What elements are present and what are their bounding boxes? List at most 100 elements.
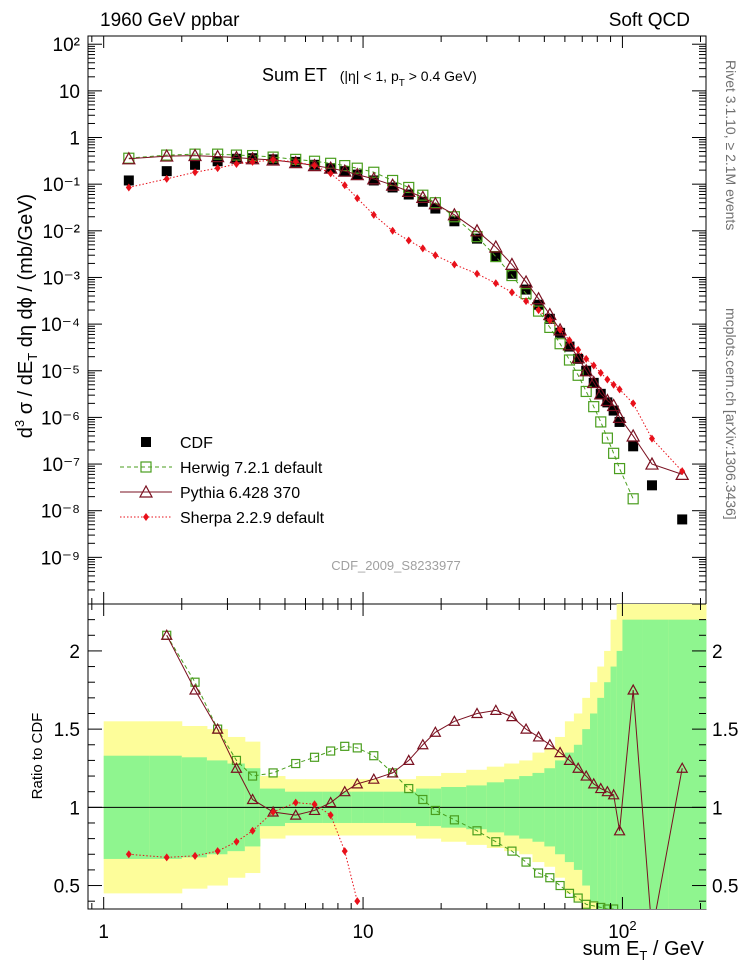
data-point	[403, 189, 414, 200]
data-point	[613, 462, 626, 475]
data-point	[628, 441, 639, 452]
ratio-point	[580, 769, 593, 781]
data-point	[616, 385, 623, 394]
analysis-id: CDF_2009_S8233977	[331, 558, 460, 573]
ratio-point	[292, 798, 299, 807]
ratio-point	[489, 704, 502, 715]
header-right: Soft QCD	[609, 10, 690, 31]
ratio-series	[125, 629, 689, 936]
data-point	[553, 322, 568, 336]
main-panel	[121, 148, 690, 525]
ratio-point	[472, 826, 482, 836]
data-point	[508, 288, 515, 297]
data-point	[417, 196, 428, 207]
data-point	[366, 171, 381, 185]
y-tick-label: 10⁻³	[43, 268, 81, 289]
ratio-point	[594, 782, 607, 794]
data-point	[506, 269, 518, 282]
data-point	[546, 316, 553, 325]
ratio-point	[386, 766, 399, 778]
ratio-point	[429, 726, 442, 737]
ratio-y-tick-label-right: 1	[712, 798, 723, 819]
data-point	[415, 190, 430, 204]
y-tick-label: 10⁻¹	[43, 175, 81, 196]
ratio-point	[340, 741, 350, 751]
ratio-point	[309, 752, 320, 762]
ratio-point	[402, 754, 415, 766]
data-point	[554, 338, 566, 350]
legend-marker	[140, 461, 152, 473]
data-point	[354, 194, 361, 203]
ratio-point	[246, 793, 259, 805]
data-point	[190, 159, 201, 170]
data-point	[531, 291, 546, 305]
legend-marker	[141, 437, 151, 447]
data-point	[562, 337, 577, 351]
y-tick-label: 10⁻⁹	[41, 548, 80, 569]
data-point	[579, 363, 594, 377]
ratio-point	[160, 629, 173, 640]
mcplots-label: mcplots.cern.ch [arXiv:1306.3436]	[723, 308, 739, 520]
ratio-band-green	[616, 650, 623, 909]
ratio-point	[609, 904, 619, 909]
y-tick-label: 10⁻⁵	[41, 362, 80, 383]
legend-marker	[138, 484, 154, 498]
data-point	[121, 151, 136, 165]
data-point	[447, 207, 462, 221]
ratio-point	[505, 710, 518, 722]
data-point	[573, 353, 584, 364]
data-point	[504, 257, 519, 271]
ratio-point	[416, 738, 429, 750]
data-point	[602, 397, 613, 408]
ratio-point	[268, 768, 278, 778]
ratio-y-tick-label-left: 0.5	[54, 877, 80, 898]
data-point	[474, 269, 481, 278]
ratio-point	[627, 683, 640, 695]
data-point	[610, 380, 617, 389]
data-point	[580, 385, 592, 398]
data-point	[595, 416, 607, 428]
ratio-point	[351, 777, 364, 789]
data-point	[604, 375, 611, 384]
data-point	[368, 166, 380, 178]
header-left: 1960 GeV ppbar	[100, 10, 240, 31]
ratio-y-tick-label-left: 1	[69, 798, 80, 819]
data-point	[601, 432, 613, 444]
ratio-band-green	[597, 697, 605, 909]
data-point	[159, 148, 174, 162]
data-point	[327, 169, 334, 178]
ratio-point	[470, 707, 484, 719]
data-point	[575, 345, 582, 354]
ratio-point	[291, 758, 301, 769]
data-point	[583, 354, 590, 363]
ratio-band-green	[610, 666, 618, 909]
ratio-point	[324, 796, 337, 808]
x-tick-label: 1	[98, 922, 109, 943]
ratio-point	[404, 783, 414, 794]
x-axis-label: sum ET / GeV	[583, 938, 705, 963]
data-point	[612, 410, 627, 424]
data-point	[351, 162, 363, 174]
data-point	[523, 297, 530, 306]
rivet-label: Rivet 3.1.10, ≥ 2.1M events	[723, 60, 739, 230]
legend: CDF Herwig 7.2.1 default Pythia 6.428 370 S…	[120, 435, 325, 527]
ratio-point	[249, 826, 256, 835]
data-point	[385, 177, 400, 191]
legend-label: Pythia 6.428 370	[180, 485, 300, 502]
ratio-point	[647, 927, 657, 936]
ratio-point	[341, 847, 348, 856]
ratio-line	[128, 802, 358, 902]
data-point	[648, 434, 655, 443]
ratio-point	[214, 847, 221, 856]
ratio-point	[311, 800, 318, 809]
data-point	[125, 183, 132, 192]
data-point	[387, 182, 398, 193]
ratio-point	[354, 897, 361, 906]
ratio-point	[543, 738, 556, 750]
data-point	[626, 428, 641, 442]
y-tick-label: 10⁻⁸	[41, 502, 80, 523]
data-point	[644, 456, 659, 470]
data-point	[586, 375, 601, 389]
y-tick-label: 10⁻⁷	[42, 455, 80, 476]
y-axis-label-bottom: Ratio to CDF	[29, 713, 46, 800]
